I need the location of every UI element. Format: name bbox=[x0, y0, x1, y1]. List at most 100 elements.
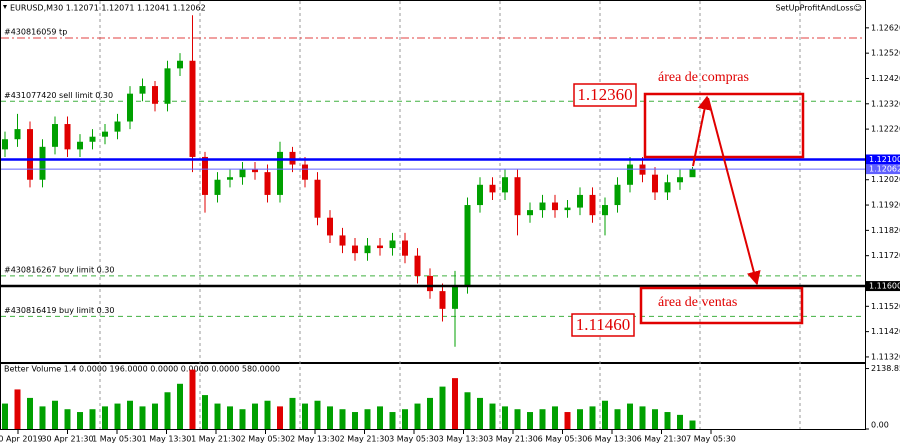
volume-bar bbox=[39, 406, 46, 429]
y-tick-label: 1.11820 bbox=[871, 226, 900, 235]
candle-body bbox=[277, 151, 283, 195]
y-tick-label: 1.12320 bbox=[871, 99, 900, 108]
x-tick-label: 3 May 13:30 bbox=[439, 435, 489, 444]
candle-body bbox=[102, 131, 108, 137]
x-tick-label: 6 May 05:30 bbox=[538, 435, 588, 444]
volume-bar bbox=[52, 400, 58, 429]
candle-body bbox=[2, 139, 8, 150]
y-tick-label: 1.11920 bbox=[871, 201, 900, 210]
volume-bar bbox=[564, 412, 571, 429]
volume-bar bbox=[639, 406, 646, 429]
annotation: 1.12360 bbox=[577, 85, 632, 104]
y-tick-label: 1.12620 bbox=[871, 23, 900, 32]
x-tick-label: 2 May 05:30 bbox=[241, 435, 291, 444]
candle-body bbox=[377, 245, 383, 249]
volume-bar bbox=[602, 400, 608, 429]
volume-bar bbox=[664, 412, 671, 429]
candle-body bbox=[39, 146, 46, 180]
title-marker bbox=[3, 5, 7, 9]
volume-bar bbox=[439, 386, 446, 429]
candle-body bbox=[677, 177, 683, 183]
x-tick-label: 3 May 21:30 bbox=[488, 435, 538, 444]
candle-body bbox=[539, 202, 546, 211]
candle-body bbox=[189, 60, 196, 157]
x-tick-label: 30 Apr 2019 bbox=[0, 435, 43, 444]
volume-bar bbox=[427, 397, 433, 429]
x-tick-label: 7 May 05:30 bbox=[686, 435, 736, 444]
candle-body bbox=[502, 177, 508, 193]
candle-body bbox=[14, 129, 21, 140]
order-label: #430816419 buy limit 0.30 bbox=[4, 306, 114, 315]
price-frame bbox=[0, 0, 866, 363]
volume-bar bbox=[102, 406, 108, 429]
candle-body bbox=[689, 169, 696, 178]
candle-body bbox=[602, 205, 608, 216]
volume-bar bbox=[27, 397, 33, 429]
candle-body bbox=[464, 205, 471, 287]
volume-bar bbox=[89, 409, 96, 429]
volume-bar bbox=[227, 406, 233, 429]
candle-body bbox=[314, 179, 321, 218]
annotation: área de compras bbox=[658, 70, 749, 85]
candle-body bbox=[339, 235, 346, 246]
volume-bar bbox=[652, 409, 658, 429]
volume-bar bbox=[539, 409, 546, 429]
candle-body bbox=[127, 93, 133, 122]
candle-body bbox=[427, 275, 433, 292]
candle-body bbox=[289, 151, 296, 165]
order-label: #430816059 tp bbox=[4, 27, 67, 36]
volume-bar bbox=[277, 406, 283, 429]
y-tick-label: 0.00 bbox=[871, 421, 889, 430]
volume-bar bbox=[264, 400, 271, 429]
volume-bar bbox=[252, 403, 258, 429]
volume-bar bbox=[489, 403, 496, 429]
candle-body bbox=[214, 179, 221, 195]
volume-bar bbox=[114, 403, 121, 429]
candle-body bbox=[414, 255, 421, 276]
y-tick-label: 1.11520 bbox=[871, 302, 900, 311]
y-tick-label: 1.11420 bbox=[871, 327, 900, 336]
volume-bar bbox=[77, 412, 83, 429]
sell-area-box bbox=[639, 286, 804, 325]
y-tick-label: 1.12220 bbox=[871, 125, 900, 134]
price-tag bbox=[866, 281, 900, 292]
candle-body bbox=[439, 291, 446, 309]
volume-bar bbox=[464, 392, 471, 429]
candle-body bbox=[64, 124, 71, 150]
volume-bar bbox=[164, 392, 171, 429]
volume-bar bbox=[677, 414, 683, 429]
y-tick-label: 1.12520 bbox=[871, 49, 900, 58]
volume-bar bbox=[477, 397, 483, 429]
vertical-grid bbox=[99, 1, 801, 429]
volume-bar bbox=[627, 403, 633, 429]
candle-body bbox=[89, 136, 96, 142]
volume-bar bbox=[177, 383, 183, 429]
candle-body bbox=[252, 169, 258, 173]
arrow bbox=[707, 97, 761, 286]
candle-body bbox=[164, 68, 171, 104]
candle-body bbox=[514, 177, 521, 216]
y-tick-label: 1.12020 bbox=[871, 175, 900, 184]
volume-bar bbox=[202, 395, 208, 429]
volume-bar bbox=[589, 406, 596, 429]
x-tick-label: 30 Apr 21:30 bbox=[41, 435, 93, 444]
annotation: 1.11460 bbox=[576, 315, 631, 334]
volume-title: Better Volume 1.4 0.0000 196.0000 0.0000… bbox=[4, 365, 280, 374]
candle-body bbox=[327, 217, 333, 236]
candle-body bbox=[264, 172, 271, 195]
price-tag bbox=[866, 154, 900, 165]
candle-body bbox=[527, 210, 533, 216]
candle-body bbox=[489, 184, 496, 193]
candle-body bbox=[302, 164, 308, 180]
x-tick-label: 2 May 13:30 bbox=[290, 435, 340, 444]
volume-bar bbox=[414, 403, 421, 429]
volume-bar bbox=[527, 412, 533, 429]
price-box bbox=[571, 313, 635, 337]
volume-bar bbox=[377, 406, 383, 429]
volume-bar bbox=[14, 389, 21, 429]
volume-bar bbox=[614, 409, 621, 429]
candle-body bbox=[139, 86, 146, 94]
volume-bar bbox=[2, 403, 8, 429]
